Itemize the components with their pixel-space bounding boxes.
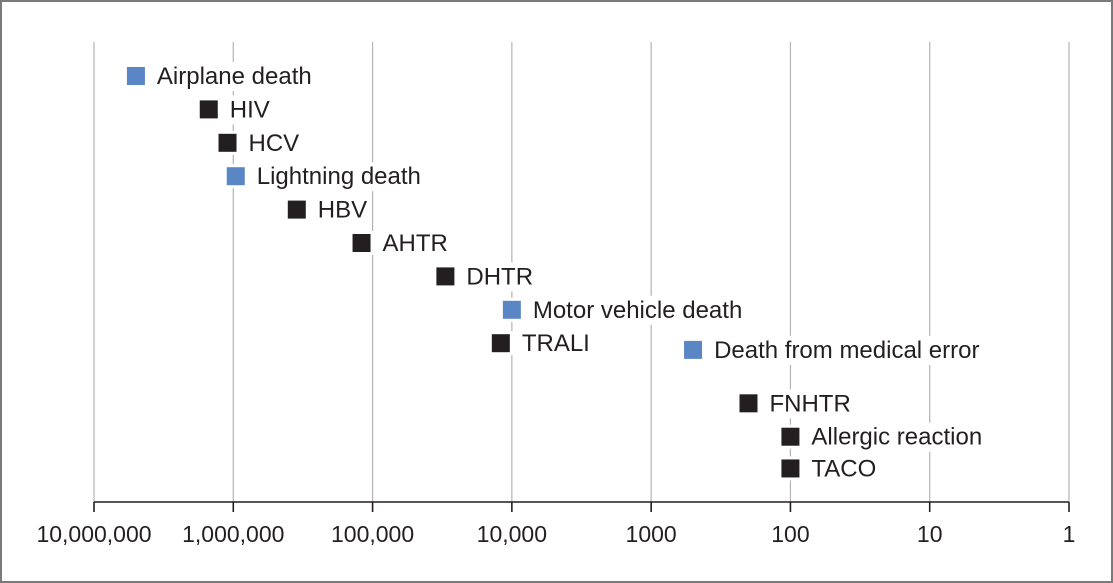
label-background — [225, 95, 274, 125]
label-background — [807, 422, 987, 452]
point-label: Airplane death — [157, 63, 312, 90]
x-axis: 10,000,000 1,000,000 100,000 10,000 1000 100 1… — [36, 501, 1076, 547]
point-label: Allergic reaction — [811, 424, 982, 451]
point-marker — [684, 340, 703, 359]
x-tick-label: 100 — [771, 521, 809, 547]
data-point: TACO — [778, 454, 881, 484]
data-point: AHTR — [349, 229, 452, 258]
label-background — [462, 262, 538, 292]
data-point: FNHTR — [736, 389, 855, 419]
point-label: Lightning death — [257, 163, 421, 190]
point-marker — [781, 459, 800, 478]
data-point: HBV — [284, 195, 372, 225]
data-point: Allergic reaction — [778, 422, 987, 452]
point-marker — [287, 200, 306, 219]
data-point: TRALI — [488, 329, 594, 359]
point-label: AHTR — [383, 230, 448, 257]
x-tick-label: 1,000,000 — [182, 521, 284, 547]
data-point: Airplane death — [123, 62, 316, 91]
data-point: HIV — [196, 95, 274, 125]
point-marker — [199, 100, 218, 119]
point-marker — [502, 300, 521, 319]
data-point: Death from medical error — [681, 335, 984, 365]
x-tick-label: 1000 — [626, 521, 677, 547]
point-label: Motor vehicle death — [533, 297, 742, 324]
point-marker — [491, 334, 510, 353]
points-layer: Airplane death HIV HCV Lightning death HBV AH… — [123, 62, 987, 484]
x-tick-label: 10 — [917, 521, 943, 547]
point-label: TRALI — [522, 330, 590, 357]
label-background — [313, 195, 372, 225]
point-marker — [218, 133, 237, 152]
label-background — [152, 62, 316, 91]
point-label: HIV — [230, 96, 270, 123]
point-marker — [436, 267, 455, 286]
x-tick-label: 100,000 — [331, 521, 414, 547]
label-background — [517, 329, 594, 359]
label-background — [244, 128, 304, 158]
point-label: HBV — [318, 197, 367, 224]
label-background — [807, 454, 881, 484]
data-point: HCV — [215, 128, 304, 158]
label-background — [765, 389, 855, 419]
label-background — [710, 335, 984, 365]
point-marker — [739, 394, 758, 413]
label-background — [378, 229, 452, 258]
label-background — [528, 295, 747, 325]
x-tick-label: 1 — [1063, 521, 1076, 547]
data-point: DHTR — [433, 262, 538, 292]
point-label: HCV — [249, 130, 300, 157]
x-tick-label: 10,000 — [477, 521, 547, 547]
data-point: Lightning death — [223, 162, 425, 192]
point-label: FNHTR — [769, 390, 850, 417]
point-label: Death from medical error — [714, 337, 979, 364]
x-tick-label: 10,000,000 — [36, 521, 151, 547]
point-label: DHTR — [466, 263, 533, 290]
data-point: Motor vehicle death — [499, 295, 747, 325]
point-marker — [352, 234, 371, 252]
point-label: TACO — [811, 455, 876, 482]
point-marker — [226, 167, 245, 186]
point-marker — [781, 427, 800, 446]
label-background — [252, 162, 425, 192]
point-marker — [126, 67, 145, 85]
